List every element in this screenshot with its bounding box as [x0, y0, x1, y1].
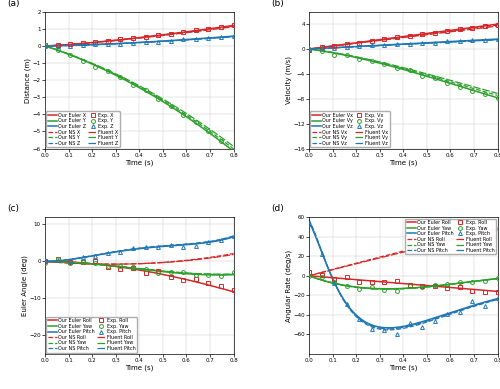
Y-axis label: Euler Angle (deg): Euler Angle (deg) — [22, 255, 28, 316]
X-axis label: Time (s): Time (s) — [125, 159, 154, 166]
Text: (b): (b) — [271, 0, 284, 7]
Legend: Our Euler X, Our Euler Y, Our Euler Z, Our NS X, Our NS Y, Our NS Z, Exp. X, Exp: Our Euler X, Our Euler Y, Our Euler Z, O… — [46, 111, 120, 147]
Legend: Our Euler Roll, Our Euler Yaw, Our Euler Pitch, Our NS Roll, Our NS Yaw, Our NS : Our Euler Roll, Our Euler Yaw, Our Euler… — [46, 317, 137, 352]
Y-axis label: Velocity (m/s): Velocity (m/s) — [286, 56, 292, 104]
X-axis label: Time (s): Time (s) — [389, 364, 418, 371]
Text: (c): (c) — [8, 204, 20, 213]
Y-axis label: Angular Rate (deg/s): Angular Rate (deg/s) — [286, 249, 292, 322]
Legend: Our Euler Roll, Our Euler Yaw, Our Euler Pitch, Our NS Roll, Our NS Yaw, Our NS : Our Euler Roll, Our Euler Yaw, Our Euler… — [406, 219, 496, 254]
X-axis label: Time (s): Time (s) — [389, 159, 418, 166]
Legend: Our Euler Vx, Our Euler Vy, Our Euler Vz, Our NS Vx, Our NS Vy, Our NS Vz, Exp. : Our Euler Vx, Our Euler Vy, Our Euler Vz… — [310, 111, 390, 147]
Text: (d): (d) — [271, 204, 284, 213]
Y-axis label: Distance (m): Distance (m) — [25, 58, 32, 103]
Text: (a): (a) — [8, 0, 20, 7]
X-axis label: Time (s): Time (s) — [125, 364, 154, 371]
